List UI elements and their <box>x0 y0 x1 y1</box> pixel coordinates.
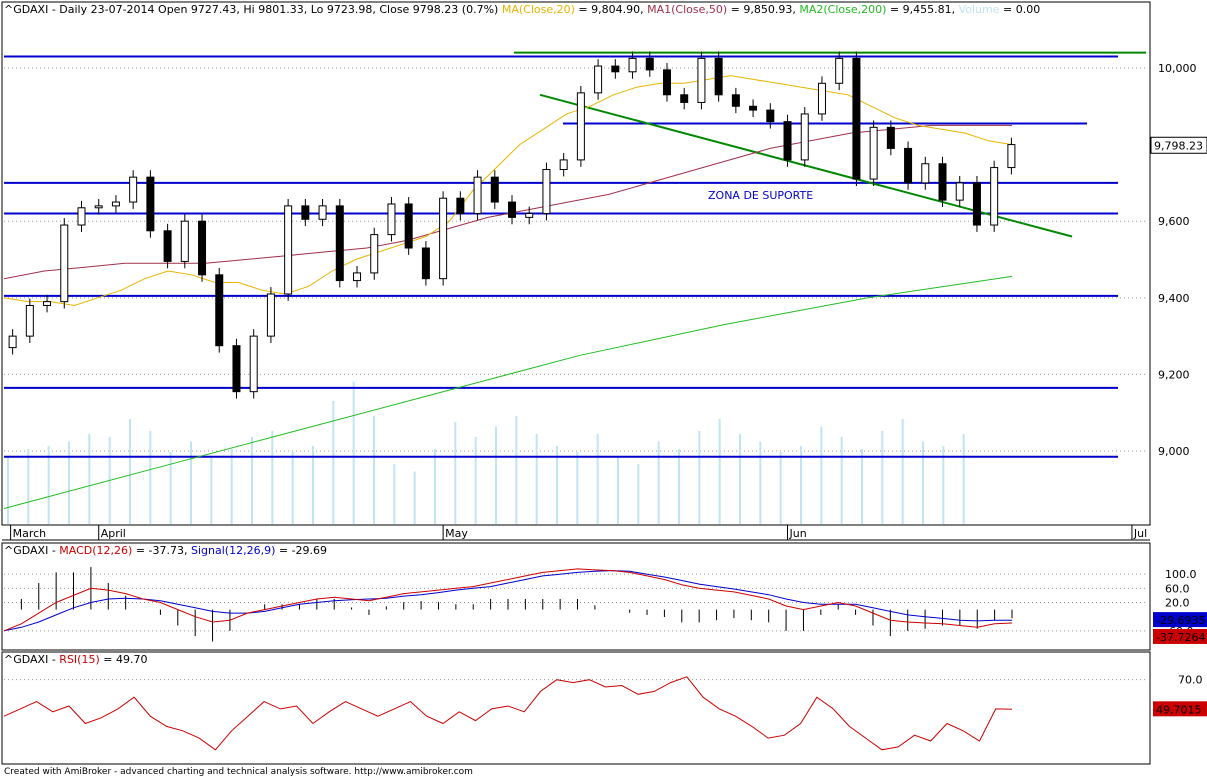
candle-body <box>1007 144 1016 169</box>
last-price-badge <box>1150 136 1207 154</box>
price-header: ^GDAXI - Daily 23-07-2014 Open 9727.43, … <box>4 3 1040 16</box>
candle-body <box>318 205 327 220</box>
x-axis-label: March <box>13 527 47 540</box>
signal-badge <box>1153 612 1207 628</box>
candle-body <box>817 82 826 115</box>
price-tick-label: 9,000 <box>1158 445 1190 458</box>
macd-line <box>3 568 1013 632</box>
macd-tick-label: 20.0 <box>1165 597 1190 610</box>
support-annotation: ZONA DE SUPORTE <box>708 189 813 202</box>
candle-body <box>800 113 809 161</box>
candle-body <box>749 105 758 111</box>
macd-badge <box>1153 628 1207 644</box>
candle-body <box>353 272 362 282</box>
x-axis-label: Jul <box>1133 527 1147 540</box>
macd-header: ^GDAXI - MACD(12,26) = -37.73, Signal(12… <box>4 544 327 557</box>
candle-body <box>111 201 120 207</box>
candle-body <box>628 57 637 73</box>
candle-body <box>921 163 930 184</box>
candle-body <box>525 213 534 218</box>
macd-tick-label: 60.0 <box>1165 582 1190 595</box>
candle-body <box>473 176 482 215</box>
price-tick-label: 9,200 <box>1158 368 1190 381</box>
candle-body <box>421 247 430 280</box>
rsi-value-label: 49.7015 <box>1156 703 1202 716</box>
down-trend-line <box>539 93 1073 238</box>
candle-body <box>731 94 740 107</box>
candle-body <box>94 205 103 209</box>
candle-body <box>508 201 516 218</box>
candle-body <box>611 65 620 73</box>
rsi-layer: 70.0 49.7015 <box>3 674 1207 751</box>
rsi-line <box>3 676 1013 751</box>
candle-body <box>576 92 585 161</box>
candle-body <box>972 182 981 226</box>
candle-body <box>301 205 310 220</box>
candle-body <box>904 147 913 184</box>
signal-value-label: -29.6935 <box>1156 614 1205 627</box>
candle-body <box>955 182 964 201</box>
candle-body <box>266 293 275 337</box>
price-tick-label: 9,400 <box>1158 292 1190 305</box>
candle-body <box>456 197 465 215</box>
price-tick-label: 9,600 <box>1158 215 1190 228</box>
last-price-label: 9,798.23 <box>1154 139 1203 152</box>
candle-body <box>232 345 241 393</box>
price-layer: 9,000 9,200 9,400 9,600 10,000 9,798.23 March A… <box>3 51 1207 540</box>
candle-body <box>835 57 844 84</box>
candle-body <box>77 207 86 226</box>
candle-body <box>198 220 207 276</box>
macd-panel-frame <box>1 542 1151 651</box>
candle-body <box>594 65 603 94</box>
candle-body <box>559 159 568 170</box>
rsi-badge <box>1153 701 1207 717</box>
ma20-line <box>3 75 1013 307</box>
candle-body <box>766 109 775 123</box>
candle-body <box>869 126 878 180</box>
candle-body <box>714 57 723 96</box>
candle-body <box>852 57 861 180</box>
x-axis-label: Jun <box>789 527 807 540</box>
rsi-header: ^GDAXI - RSI(15) = 49.70 <box>4 653 147 666</box>
candle-body <box>163 230 172 262</box>
candle-body <box>938 163 947 201</box>
rsi-tick-label: 70.0 <box>1178 674 1203 687</box>
macd-tick-label: 100.0 <box>1165 568 1197 581</box>
candle-body <box>60 224 69 303</box>
candle-body <box>249 335 258 393</box>
candle-body <box>25 304 34 337</box>
candle-body <box>542 168 551 215</box>
x-axis-label: May <box>445 527 468 540</box>
candle-body <box>886 126 895 149</box>
candle-body <box>439 197 448 280</box>
candle-body <box>490 176 499 203</box>
candle-body <box>990 167 999 226</box>
candle-body <box>645 57 654 71</box>
candle-body <box>129 176 138 203</box>
x-axis-label: April <box>101 527 126 540</box>
footer-credit: Created with AmiBroker - advanced charti… <box>4 767 473 777</box>
candle-body <box>404 203 413 249</box>
macd-value-label: -37.7264 <box>1156 631 1205 644</box>
candle-body <box>335 205 344 282</box>
candle-body <box>284 205 293 295</box>
candle-body <box>215 274 224 347</box>
candle-body <box>8 335 17 349</box>
candle-body <box>662 69 671 96</box>
candle-body <box>783 121 792 161</box>
ma200-line <box>3 275 1013 509</box>
rsi-panel-frame <box>1 651 1151 765</box>
candle-body <box>680 94 689 103</box>
price-tick-label: 10,000 <box>1158 62 1197 75</box>
candle-body <box>43 301 52 306</box>
candle-body <box>370 234 379 274</box>
candle-body <box>697 57 706 103</box>
candle-body <box>180 220 189 262</box>
candle-body <box>146 176 155 232</box>
macd-layer: 100.060.020.0-60.0-29.6935-37.7264 <box>3 567 1207 644</box>
candle-body <box>387 203 396 236</box>
signal-line <box>3 570 1012 632</box>
